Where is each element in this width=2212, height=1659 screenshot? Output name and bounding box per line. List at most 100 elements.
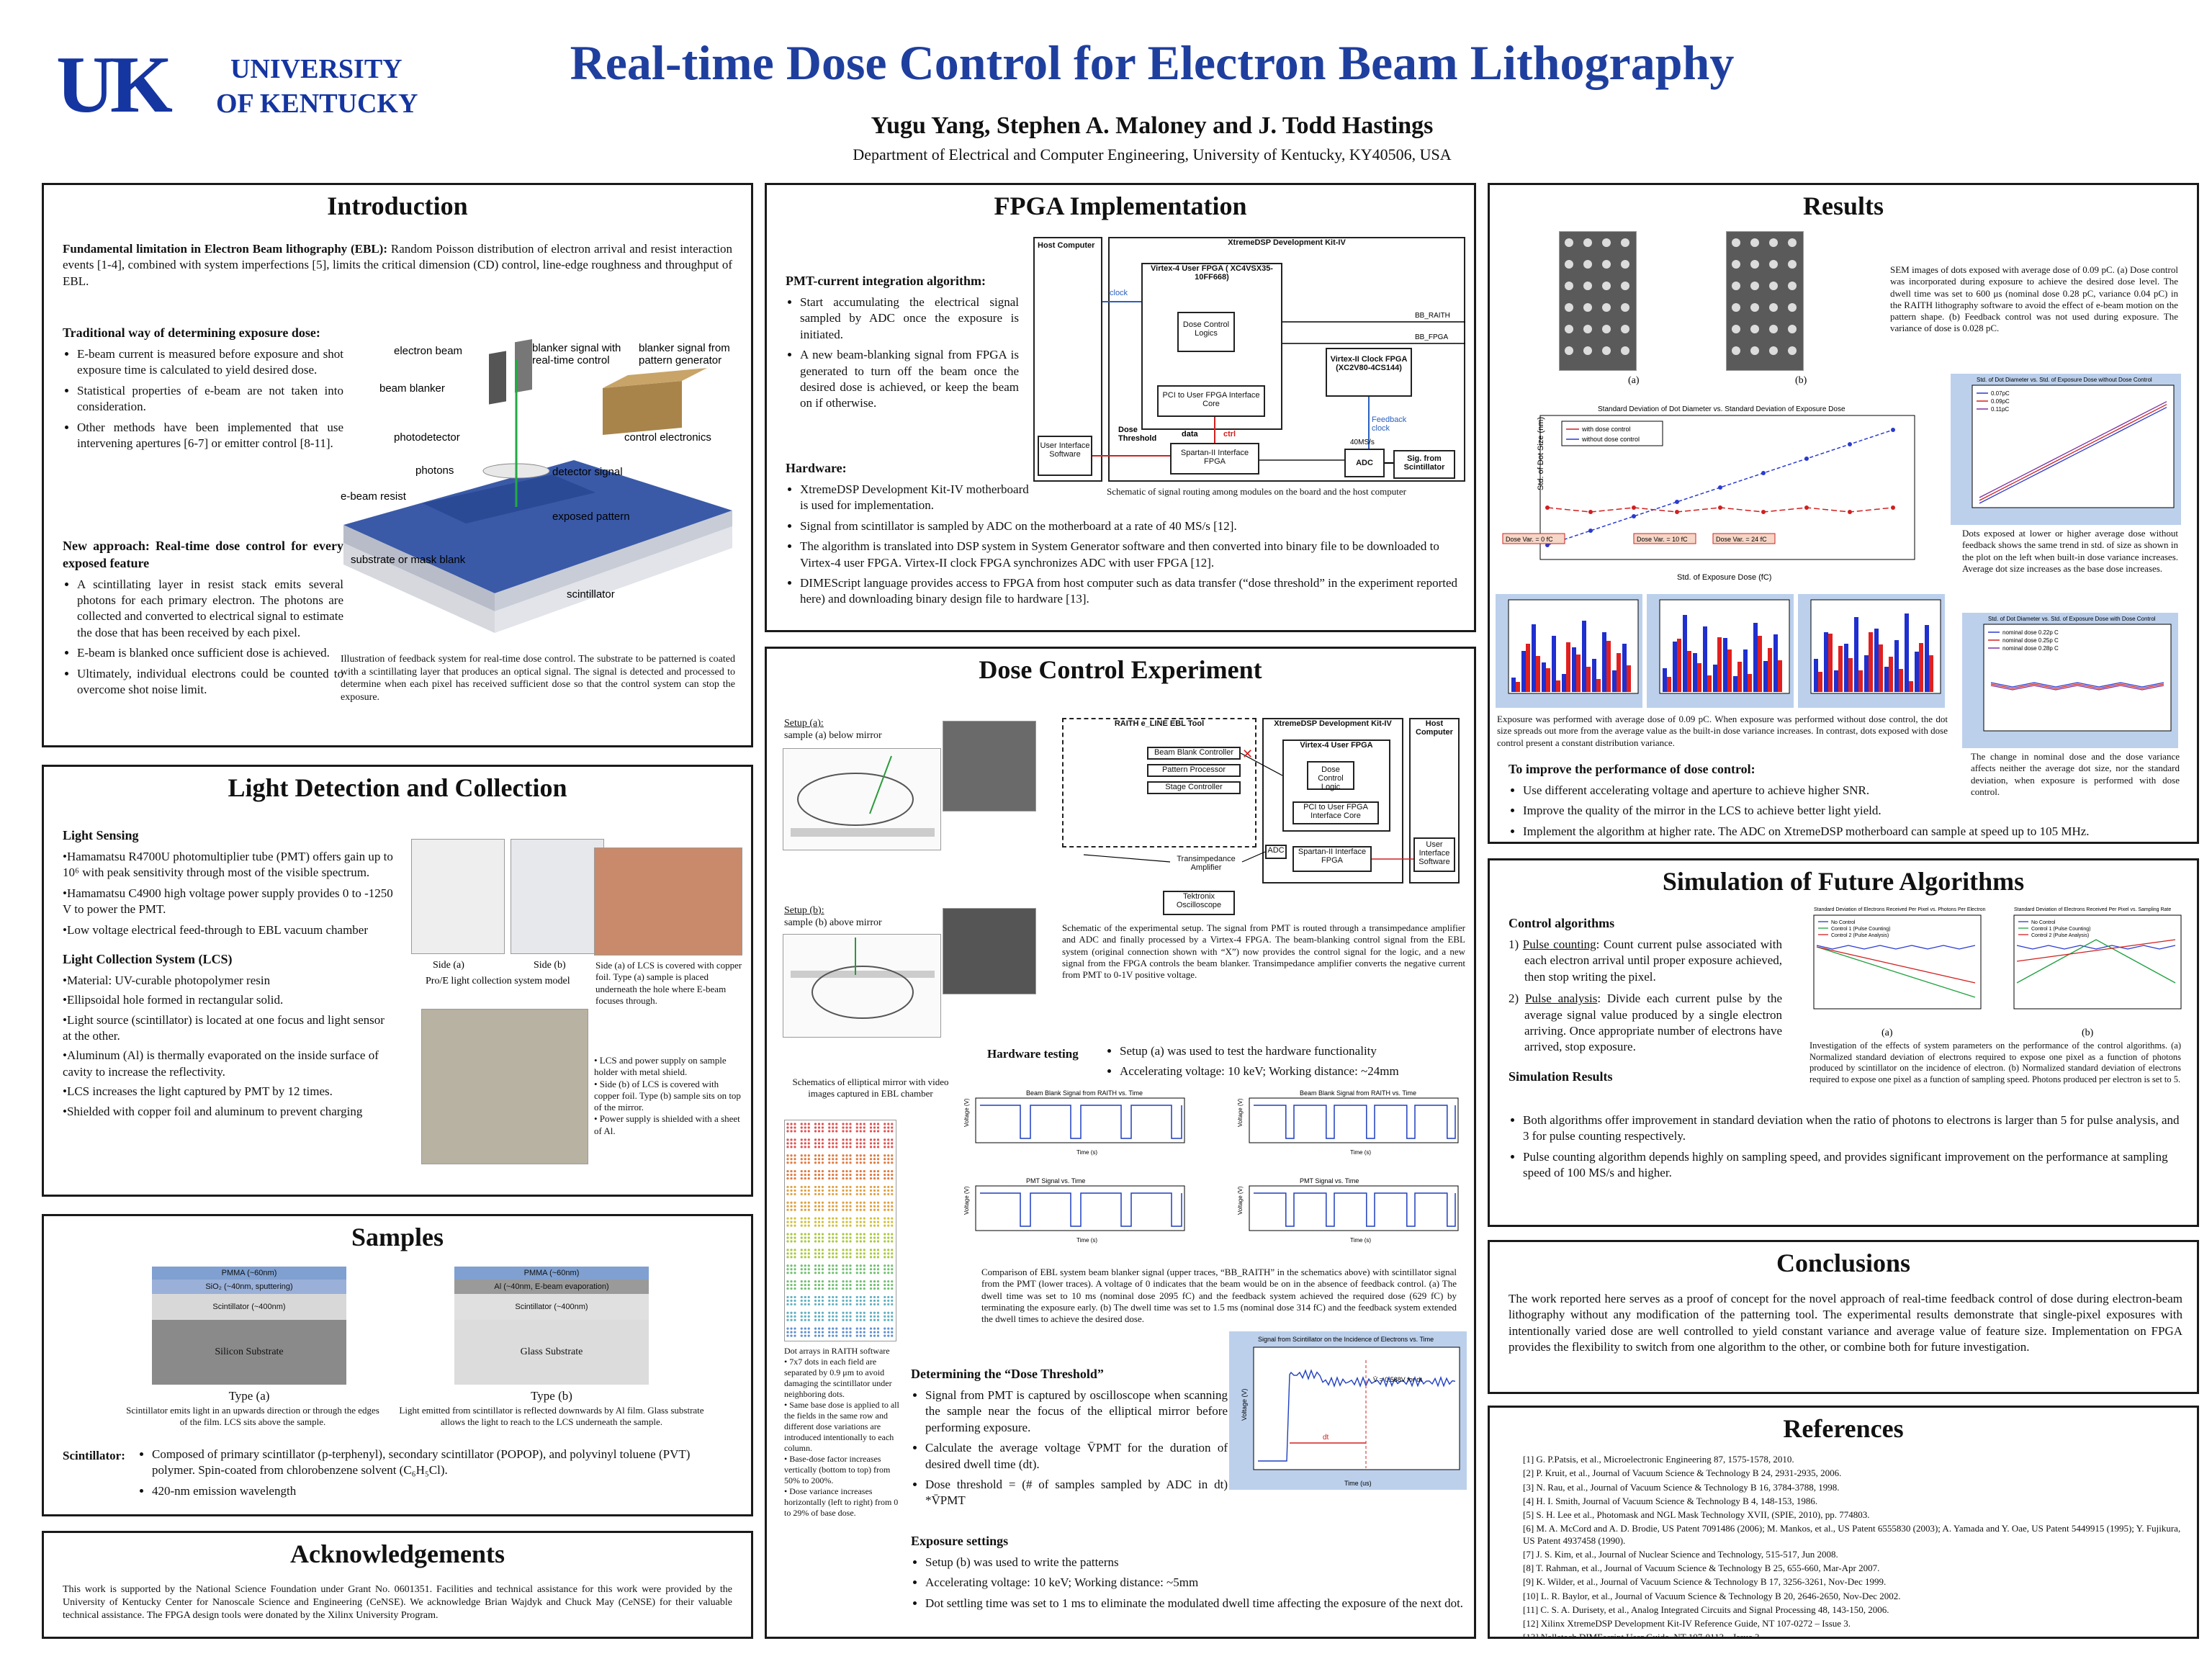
dot-field-mark: [873, 1256, 876, 1259]
clock-fpga-box: Virtex-II Clock FPGA (XC2V80-4CS144): [1326, 348, 1412, 397]
dot-field-mark: [817, 1327, 821, 1330]
plot-xlabel: Time (s): [1350, 1237, 1371, 1244]
data-point: [1718, 485, 1722, 490]
dot-field-mark: [869, 1158, 873, 1161]
dot-field-mark: [887, 1142, 890, 1145]
label-ebeam-resist: e-beam resist: [341, 490, 406, 503]
dot-field-mark: [793, 1158, 796, 1161]
dot-field-mark: [845, 1201, 848, 1204]
dot-field-mark: [790, 1252, 793, 1255]
dot-field-mark: [873, 1205, 876, 1208]
dot-field-mark: [859, 1256, 862, 1259]
dot-field-mark: [835, 1268, 838, 1271]
intro-new-list: A scintillating layer in resist stack em…: [63, 577, 343, 698]
dot-field-mark: [884, 1177, 886, 1180]
dot-field-mark: [835, 1169, 838, 1173]
dot-field-mark: [849, 1256, 852, 1259]
sensing-item-1b: with peak sensitivity through most of th…: [82, 866, 370, 880]
dot-field-mark: [891, 1236, 894, 1239]
dot-field-mark: [855, 1252, 858, 1255]
dot-field-mark: [800, 1220, 803, 1223]
pci2-box: PCI to User FPGA Interface Core: [1292, 801, 1379, 824]
dot-field-mark: [884, 1287, 886, 1290]
hist-bar: [1622, 644, 1627, 692]
dot-field-mark: [821, 1264, 824, 1267]
dot-field-mark: [863, 1138, 866, 1141]
dot-field-mark: [804, 1331, 806, 1334]
dot-field-mark: [835, 1252, 838, 1255]
dot-field-mark: [793, 1142, 796, 1145]
dot-field-mark: [891, 1233, 894, 1236]
data-point: [1718, 505, 1722, 510]
sem-dot: [1769, 303, 1778, 312]
sem-dot: [1750, 282, 1759, 290]
dot-field-mark: [804, 1126, 806, 1129]
dot-field-mark: [884, 1295, 886, 1299]
dot-field-mark: [807, 1315, 810, 1318]
dot-field-mark: [814, 1283, 817, 1287]
dot-field-mark: [800, 1185, 803, 1189]
dot-field-mark: [859, 1311, 862, 1314]
dot-field-mark: [863, 1264, 866, 1267]
series-line: [1816, 945, 1976, 950]
threshold-plot: Signal from Scintillator on the Incidenc…: [1229, 1331, 1467, 1490]
type-b-caption: Light emitted from scintillator is refle…: [399, 1405, 704, 1428]
dot-field-mark: [793, 1252, 796, 1255]
dot-field-mark: [835, 1299, 838, 1303]
dot-field-mark: [832, 1142, 835, 1145]
sem-dot: [1583, 325, 1592, 333]
dot-field-mark: [821, 1268, 824, 1271]
dot-field-mark: [800, 1205, 803, 1208]
dot-field-mark: [804, 1295, 806, 1299]
legend-label: Control 1 (Pulse Counting): [1831, 927, 1891, 932]
dot-field-mark: [863, 1236, 866, 1239]
dot-field-mark: [793, 1283, 796, 1287]
main-result-plot: Standard Deviation of Dot Diameter vs. S…: [1497, 401, 1943, 588]
pattern-box: Pattern Processor: [1147, 764, 1241, 777]
dot-field-mark: [814, 1280, 817, 1283]
dot-field-mark: [869, 1220, 873, 1223]
dot-field-mark: [814, 1236, 817, 1239]
dot-field-mark: [832, 1280, 835, 1283]
dot-field-mark: [869, 1224, 873, 1227]
dot-field-mark: [814, 1173, 817, 1177]
dot-field-mark: [828, 1205, 831, 1208]
dot-field-mark: [876, 1189, 880, 1192]
dot-field-mark: [793, 1192, 796, 1196]
hist-bar: [1909, 681, 1913, 692]
dot-field-mark: [828, 1177, 831, 1180]
intro-traditional-title: Traditional way of determining exposure …: [63, 325, 320, 340]
dot-field-mark: [842, 1173, 845, 1177]
control-electronics-top: [603, 368, 707, 388]
hist-bar: [1773, 634, 1778, 692]
dot-caption-item: • 7x7 dots in each field are separated b…: [784, 1357, 892, 1399]
dot-field-mark: [876, 1158, 880, 1161]
dot-field-mark: [793, 1327, 796, 1330]
dot-field-mark: [845, 1264, 848, 1267]
list-item: E-beam is blanked once sufficient dose i…: [77, 645, 343, 661]
dot-field-mark: [876, 1315, 880, 1318]
dot-field-mark: [804, 1201, 806, 1204]
dot-field-mark: [859, 1334, 862, 1337]
dot-field-mark: [884, 1123, 886, 1125]
dot-field-mark: [873, 1217, 876, 1220]
label-photons: photons: [415, 464, 454, 477]
legend-label: nominal dose 0.22p C: [2002, 629, 2059, 636]
dot-field-mark: [876, 1268, 880, 1271]
dot-field-mark: [817, 1123, 821, 1125]
dot-field-mark: [849, 1158, 852, 1161]
dot-field-mark: [804, 1268, 806, 1271]
dot-field-mark: [873, 1287, 876, 1290]
list-item: E-beam current is measured before exposu…: [77, 346, 343, 379]
reference-item: [7] J. S. Kim, et al., Journal of Nuclea…: [1523, 1548, 1838, 1560]
list-item: Start accumulating the electrical signal…: [800, 295, 1019, 343]
data-point: [1675, 500, 1679, 504]
sim-caption: Investigation of the effects of system p…: [1809, 1040, 2181, 1084]
plot-title: Beam Blank Signal from RAITH vs. Time: [1300, 1089, 1416, 1097]
sample-stack-a: PMMA (~60nm) SiO₂ (~40nm, sputtering) Sc…: [152, 1267, 346, 1385]
label-exposed-pattern: exposed pattern: [552, 511, 630, 523]
dot-field-mark: [814, 1169, 817, 1173]
dot-field-mark: [855, 1331, 858, 1334]
dot-field-mark: [828, 1280, 831, 1283]
reference-item: [2] P. Kruit, et al., Journal of Vacuum …: [1523, 1467, 1842, 1479]
